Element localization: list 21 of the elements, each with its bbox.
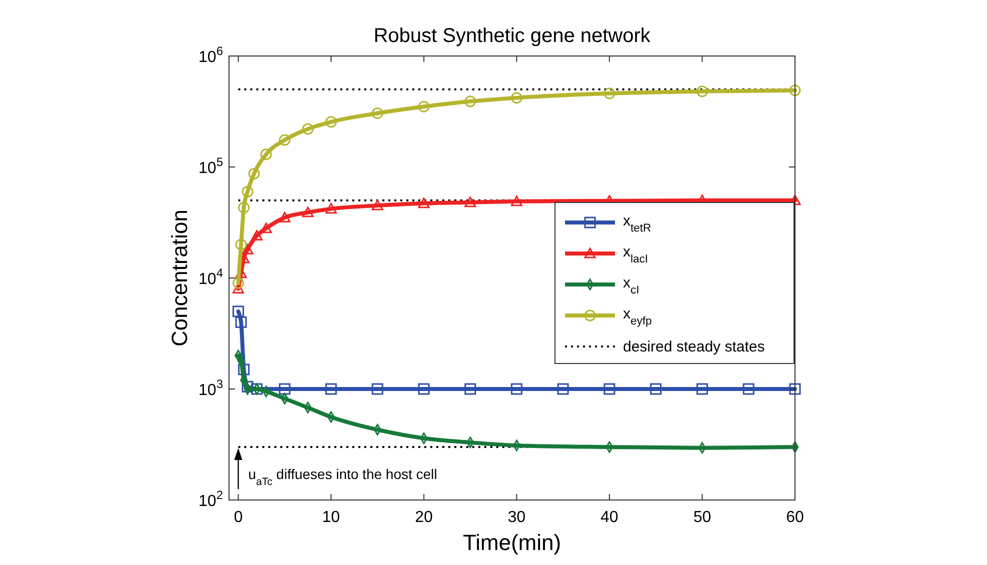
y-tick-label: 10$^{5}$: [198, 155, 224, 177]
y-tick-label: 10$^{4}$: [198, 266, 224, 288]
legend-label: x$_{lacI}$: [623, 244, 648, 266]
y-tick-label: 10$^{3}$: [198, 377, 224, 399]
y-axis-title: Concentration: [167, 210, 192, 346]
x-tick-label: 60: [786, 509, 804, 526]
x-tick-label: 20: [414, 509, 433, 526]
y-tick-label: 10$^{2}$: [198, 488, 224, 510]
legend-label: desired steady states: [623, 338, 765, 356]
legend-label: x$_{tetR}$: [623, 212, 652, 234]
chart-title: Robust Synthetic gene network: [374, 25, 652, 47]
legend-label: x$_{eyfp}$: [623, 306, 652, 328]
y-tick-label: 10$^{6}$: [198, 44, 224, 66]
x-tick-label: 40: [600, 509, 618, 526]
x-axis-title: Time(min): [462, 530, 562, 555]
x-tick-label: 0: [234, 509, 243, 526]
annotation: u$_{aTc}$ diffueses into the host cell: [248, 466, 438, 488]
x-tick-label: 10: [322, 509, 340, 526]
x-tick-label: 30: [508, 509, 526, 526]
x-tick-label: 50: [693, 509, 712, 526]
legend-label: x$_{cI}$: [623, 274, 640, 296]
